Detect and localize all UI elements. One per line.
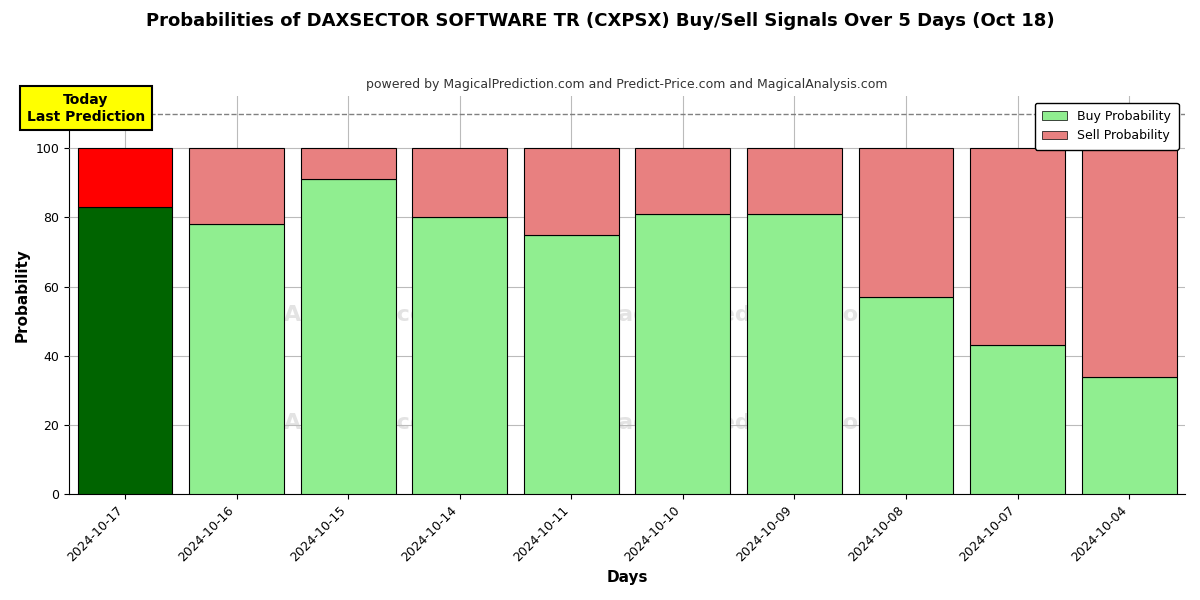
Bar [524, 148, 619, 235]
Text: MagicalPrediction.com: MagicalPrediction.com [596, 413, 881, 433]
Bar [859, 297, 954, 494]
Text: calAnalysis.com: calAnalysis.com [248, 305, 449, 325]
Text: Today
Last Prediction: Today Last Prediction [26, 94, 145, 124]
Text: MagicalPrediction.com: MagicalPrediction.com [596, 305, 881, 325]
Title: powered by MagicalPrediction.com and Predict-Price.com and MagicalAnalysis.com: powered by MagicalPrediction.com and Pre… [366, 78, 888, 91]
Bar [190, 224, 284, 494]
X-axis label: Days: Days [606, 570, 648, 585]
Bar [1081, 377, 1177, 494]
Bar [413, 217, 508, 494]
Bar [1081, 148, 1177, 377]
Bar [78, 207, 173, 494]
Bar [78, 148, 173, 207]
Bar [636, 214, 731, 494]
Y-axis label: Probability: Probability [16, 248, 30, 342]
Legend: Buy Probability, Sell Probability: Buy Probability, Sell Probability [1034, 103, 1178, 150]
Bar [301, 148, 396, 179]
Bar [970, 346, 1066, 494]
Bar [413, 148, 508, 217]
Bar [636, 148, 731, 214]
Bar [301, 179, 396, 494]
Text: calAnalysis.com: calAnalysis.com [248, 413, 449, 433]
Bar [859, 148, 954, 297]
Bar [748, 214, 842, 494]
Bar [748, 148, 842, 214]
Bar [190, 148, 284, 224]
Text: Probabilities of DAXSECTOR SOFTWARE TR (CXPSX) Buy/Sell Signals Over 5 Days (Oct: Probabilities of DAXSECTOR SOFTWARE TR (… [145, 12, 1055, 30]
Bar [524, 235, 619, 494]
Bar [970, 148, 1066, 346]
